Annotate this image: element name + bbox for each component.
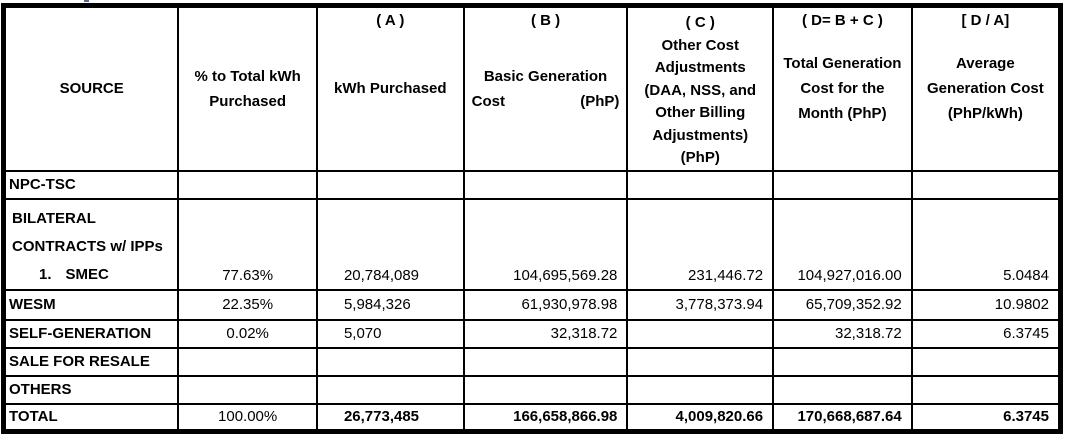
cell-self-generation-total-cost: 32,318.72 <box>772 318 913 349</box>
table-row-bilateral-smec: BILATERAL CONTRACTS w/ IPPs 1. SMEC 77.63… <box>2 197 1062 291</box>
header-cell-other-cost-adjustments: ( C ) Other Cost Adjustments (DAA, NSS, … <box>626 4 775 172</box>
row-label-self-generation: SELF-GENERATION <box>2 318 180 349</box>
column-a-formula: ( A ) <box>376 12 405 29</box>
cell-total-basic-cost: 166,658,866.98 <box>462 402 629 433</box>
cell-self-generation-kwh: 5,070 <box>315 318 465 349</box>
column-b-formula: ( B ) <box>530 12 561 29</box>
cell-self-generation-percent: 0.02% <box>177 318 318 349</box>
cell-total-total-cost: 170,668,687.64 <box>772 402 913 433</box>
column-c-formula: ( C ) <box>685 14 715 31</box>
header-cell-average-generation-cost: [ D / A] Average Generation Cost (PhP/kW… <box>910 4 1062 172</box>
cell-total-average-cost: 6.3745 <box>910 402 1062 433</box>
other-cost-adjustments-header-label: ( C ) Other Cost Adjustments (DAA, NSS, … <box>629 8 771 169</box>
cell-npc-tsc-total-cost <box>772 169 913 200</box>
cell-sale-for-resale-kwh <box>315 346 465 377</box>
cell-self-generation-average-cost: 6.3745 <box>910 318 1062 349</box>
header-cell-total-generation-cost: ( D= B + C ) Total Generation Cost for t… <box>772 4 913 172</box>
header-cell-kwh-purchased: ( A ) kWh Purchased <box>315 4 465 172</box>
row-label-bilateral-contracts: BILATERAL CONTRACTS w/ IPPs 1. SMEC <box>2 197 180 291</box>
table-row-self-generation: SELF-GENERATION 0.02% 5,070 32,318.72 32… <box>2 318 1062 349</box>
row-label-total: TOTAL <box>2 402 180 433</box>
cell-smec-kwh: 20,784,089 <box>315 197 465 291</box>
cell-npc-tsc-kwh <box>315 169 465 200</box>
kwh-purchased-header-label: kWh Purchased <box>334 80 447 98</box>
cell-smec-other-adjustments: 231,446.72 <box>626 197 775 291</box>
cell-others-kwh <box>315 374 465 405</box>
total-generation-cost-header-label: Total Generation Cost for the Month (PhP… <box>783 55 902 123</box>
cell-wesm-average-cost: 10.9802 <box>910 288 1062 321</box>
cropped-text-artifact <box>84 0 89 2</box>
cell-smec-percent: 77.63% <box>177 197 318 291</box>
cell-wesm-other-adjustments: 3,778,373.94 <box>626 288 775 321</box>
row-label-others: OTHERS <box>2 374 180 405</box>
cell-sale-for-resale-other-adjustments <box>626 346 775 377</box>
cell-sale-for-resale-percent <box>177 346 318 377</box>
header-row: SOURCE % to Total kWh Purchased ( A ) kW… <box>2 4 1062 172</box>
list-item-smec: 1. SMEC <box>39 265 109 283</box>
cell-npc-tsc-other-adjustments <box>626 169 775 200</box>
cell-smec-basic-cost: 104,695,569.28 <box>462 197 629 291</box>
table-row-sale-for-resale: SALE FOR RESALE <box>2 346 1062 377</box>
cell-npc-tsc-average-cost <box>910 169 1062 200</box>
cell-smec-total-cost: 104,927,016.00 <box>772 197 913 291</box>
cell-total-other-adjustments: 4,009,820.66 <box>626 402 775 433</box>
header-cell-percent: % to Total kWh Purchased <box>177 4 318 172</box>
cell-sale-for-resale-average-cost <box>910 346 1062 377</box>
cell-sale-for-resale-basic-cost <box>462 346 629 377</box>
basic-generation-cost-header-label: Basic Generation Cost (PhP) <box>471 67 620 110</box>
column-d-formula: ( D= B + C ) <box>801 12 883 29</box>
cell-self-generation-basic-cost: 32,318.72 <box>462 318 629 349</box>
cell-wesm-kwh: 5,984,326 <box>315 288 465 321</box>
table-row-total: TOTAL 100.00% 26,773,485 166,658,866.98 … <box>2 402 1062 433</box>
cell-sale-for-resale-total-cost <box>772 346 913 377</box>
cell-wesm-percent: 22.35% <box>177 288 318 321</box>
cell-others-percent <box>177 374 318 405</box>
cell-total-kwh: 26,773,485 <box>315 402 465 433</box>
cell-others-other-adjustments <box>626 374 775 405</box>
cell-self-generation-other-adjustments <box>626 318 775 349</box>
cell-npc-tsc-percent <box>177 169 318 200</box>
average-generation-cost-header-label: Average Generation Cost (PhP/kWh) <box>927 55 1044 123</box>
generation-cost-table: SOURCE % to Total kWh Purchased ( A ) kW… <box>1 3 1063 434</box>
row-label-wesm: WESM <box>2 288 180 321</box>
cell-wesm-basic-cost: 61,930,978.98 <box>462 288 629 321</box>
cell-wesm-total-cost: 65,709,352.92 <box>772 288 913 321</box>
cell-npc-tsc-basic-cost <box>462 169 629 200</box>
row-label-sale-for-resale: SALE FOR RESALE <box>2 346 180 377</box>
header-cell-basic-generation-cost: ( B ) Basic Generation Cost (PhP) <box>462 4 629 172</box>
percent-header-label: % to Total kWh Purchased <box>194 67 301 110</box>
table-row-others: OTHERS <box>2 374 1062 405</box>
table-row-npc-tsc: NPC-TSC <box>2 169 1062 200</box>
cell-smec-average-cost: 5.0484 <box>910 197 1062 291</box>
cell-others-total-cost <box>772 374 913 405</box>
cell-others-basic-cost <box>462 374 629 405</box>
table-row-wesm: WESM 22.35% 5,984,326 61,930,978.98 3,77… <box>2 288 1062 321</box>
source-header-label: SOURCE <box>59 80 124 98</box>
row-label-npc-tsc: NPC-TSC <box>2 169 180 200</box>
cell-others-average-cost <box>910 374 1062 405</box>
cell-total-percent: 100.00% <box>177 402 318 433</box>
header-cell-source: SOURCE <box>2 4 180 172</box>
column-d-over-a-formula: [ D / A] <box>961 12 1010 29</box>
